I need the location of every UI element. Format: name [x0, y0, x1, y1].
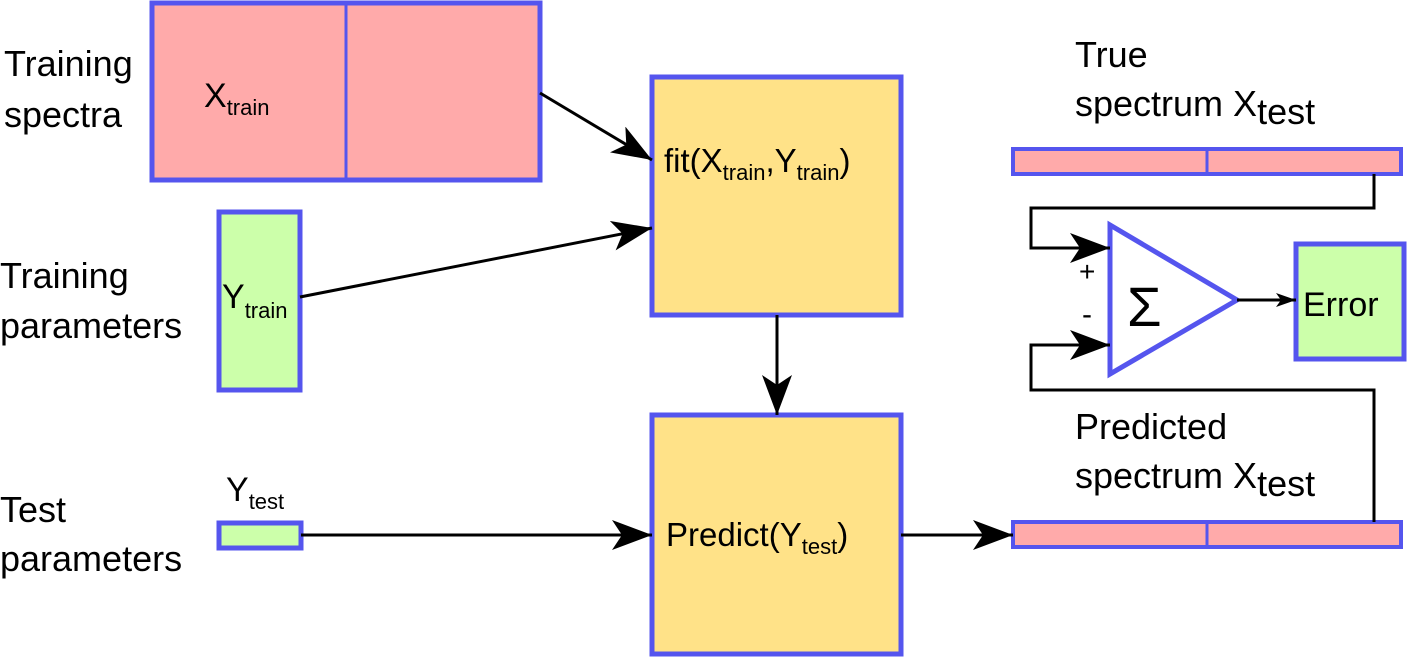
sigma-symbol: Σ	[1127, 275, 1162, 338]
plus-sign: +	[1079, 256, 1095, 287]
predicted-spectrum-label: Predicted spectrum Xtest	[1075, 406, 1315, 504]
summation-node: Σ + -	[1079, 220, 1242, 379]
fit-label: fit(Xtrain,Ytrain)	[664, 142, 850, 185]
predict-label: Predict(Ytest)	[666, 516, 848, 559]
true-spectrum-label: True spectrum Xtest	[1075, 34, 1315, 132]
x-train-label: Xtrain	[204, 77, 269, 120]
x-train-block: Xtrain	[149, 0, 543, 183]
connectors	[299, 91, 1376, 550]
arrow-predicted-to-sum	[1029, 330, 1376, 522]
training-parameters-label: Training parameters	[0, 255, 182, 346]
arrow-ytrain-to-fit	[299, 220, 653, 299]
predict-block: Predict(Ytest)	[649, 412, 904, 657]
y-train-block: Ytrain	[216, 209, 303, 393]
error-label: Error	[1303, 286, 1379, 324]
training-spectra-label: Training spectra	[4, 43, 143, 135]
true-spectrum-bar	[1011, 147, 1403, 176]
error-block: Error	[1293, 241, 1407, 362]
y-test-label: Ytest	[226, 471, 284, 514]
arrow-true-to-sum	[1029, 174, 1376, 263]
y-test-block: Ytest	[216, 471, 304, 551]
minus-sign: -	[1082, 298, 1092, 331]
test-parameters-label: Test parameters	[0, 489, 182, 579]
predicted-spectrum-bar	[1011, 520, 1403, 549]
fit-block: fit(Xtrain,Ytrain)	[649, 74, 904, 318]
arrow-xtrain-to-fit	[539, 91, 653, 162]
y-train-label: Ytrain	[222, 278, 287, 323]
